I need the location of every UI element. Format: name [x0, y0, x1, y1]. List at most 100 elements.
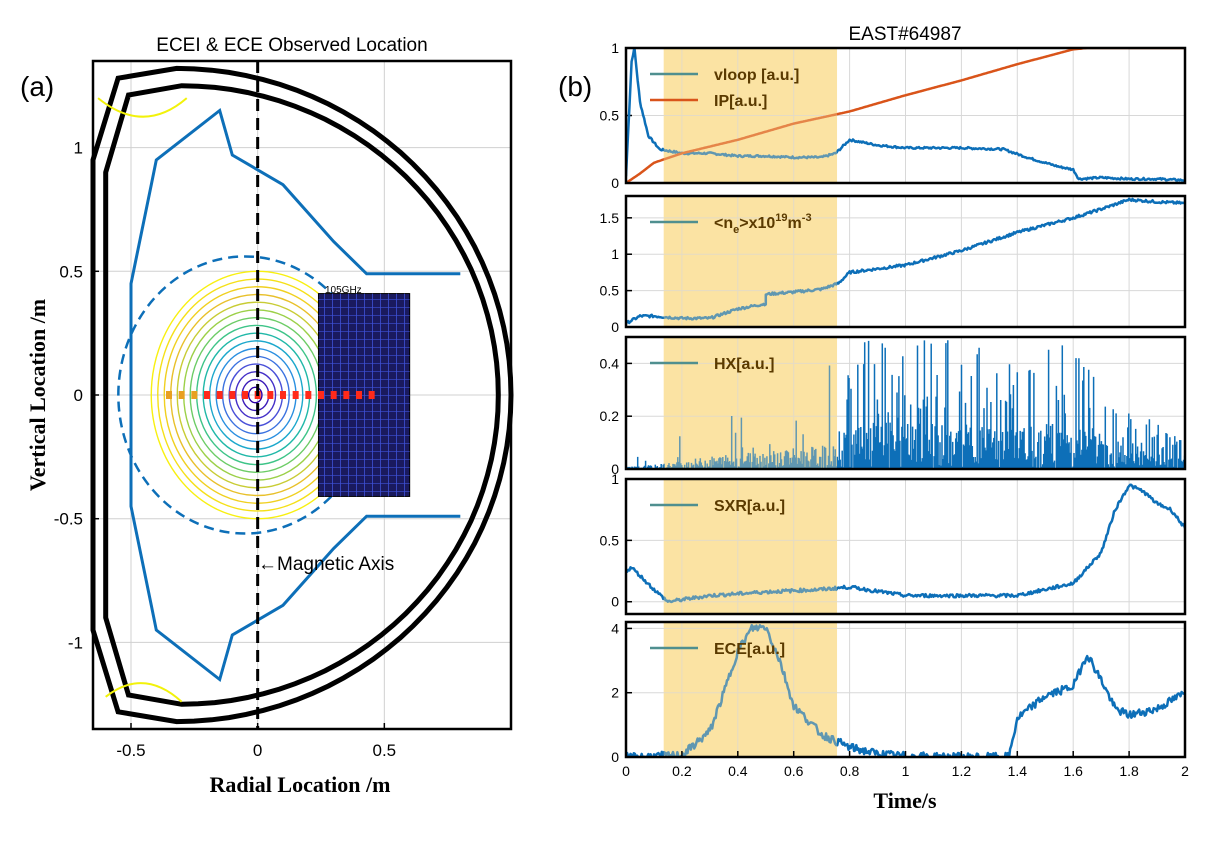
subplot-3: 0 0.2 0.4 HX[a.u.]	[600, 335, 1187, 477]
panel-a-xlabel: Radial Location /m	[210, 772, 391, 797]
x-tick-label: -0.5	[116, 741, 145, 760]
y-tick-label: 0.5	[600, 532, 620, 548]
y-tick-label: 0	[611, 319, 619, 335]
panel-a-content	[90, 61, 514, 729]
y-tick-label: 0	[611, 749, 619, 765]
y-tick-label: 0.4	[600, 355, 620, 371]
ece-channel-marker	[267, 391, 274, 399]
subplot-1: 0 0.5 1 vloop [a.u.] IP[a.u.]	[600, 40, 1187, 191]
magnetic-axis-annotation: ←Magnetic Axis	[258, 554, 394, 575]
ece-channel-marker	[343, 391, 350, 399]
legend-label: ECE[a.u.]	[714, 641, 785, 658]
shaded-overlay	[663, 48, 838, 183]
subplot-5: 0 2 4 ECE[a.u.]	[611, 620, 1187, 765]
ece-channel-marker	[280, 391, 286, 399]
y-tick-label: 1	[611, 471, 619, 487]
x-tick-label: 1.6	[1063, 763, 1083, 779]
subplot-4: 0 0.5 1 SXR[a.u.]	[600, 471, 1187, 616]
panel-a-label: (a)	[20, 71, 54, 102]
y-tick-label: 1.5	[600, 210, 620, 226]
y-tick-label: 0.2	[600, 408, 620, 424]
ece-channel-marker	[178, 391, 185, 399]
y-tick-label: 2	[611, 685, 619, 701]
x-tick-label: 0.6	[784, 763, 804, 779]
y-tick-label: -0.5	[54, 510, 83, 529]
panel-b-xlabel: Time/s	[873, 788, 937, 813]
y-tick-label: 1	[74, 139, 83, 158]
series-line	[626, 483, 1185, 604]
frequency-annotation: 105GHz	[325, 285, 362, 296]
x-tick-label: 1.8	[1119, 763, 1139, 779]
x-tick-label: 2	[1181, 763, 1189, 779]
x-tick-label: 1.2	[952, 763, 972, 779]
shaded-interval	[663, 622, 838, 757]
panel-a-ticks: -0.5 0 0.5 -1 -0.5 0 0.5 1	[54, 139, 396, 760]
y-tick-label: 0	[611, 461, 619, 477]
legend-label: SXR[a.u.]	[714, 498, 785, 515]
panel-b-title: EAST#64987	[848, 24, 961, 45]
series-line	[626, 623, 1185, 757]
rf-antenna-top	[97, 97, 188, 118]
x-tick-label: 0	[622, 763, 630, 779]
ece-channel-marker	[204, 391, 210, 399]
x-tick-label: 1	[902, 763, 910, 779]
series-line	[626, 48, 1185, 183]
x-tick-label: 0	[253, 741, 262, 760]
ece-channel-marker	[216, 391, 223, 399]
ece-channel-marker	[191, 391, 198, 399]
subplot-axes-box	[624, 335, 1187, 471]
shaded-overlay	[663, 196, 838, 327]
shaded-overlay	[663, 479, 838, 614]
rf-antenna-bottom	[105, 682, 183, 703]
y-tick-label: -1	[68, 633, 83, 652]
y-tick-label: 0	[74, 386, 83, 405]
subplot-axes-box	[624, 477, 1187, 616]
y-tick-label: 0.5	[600, 108, 620, 124]
ece-channel-marker	[356, 391, 362, 399]
subplot-axes-box	[624, 194, 1187, 329]
ece-channel-marker	[166, 391, 172, 399]
legend-label-part: >x10	[739, 215, 775, 232]
panel-b-xticks: 0 0.2 0.4 0.6 0.8 1 1.2 1.4 1.6 1.8 2	[622, 751, 1189, 779]
shaded-overlay	[663, 337, 838, 469]
inner-vessel-wall	[103, 83, 501, 707]
y-tick-label: 0.5	[600, 283, 620, 299]
legend-label: IP[a.u.]	[714, 93, 767, 110]
ece-channel-marker	[292, 391, 299, 399]
ece-channel-marker	[305, 391, 312, 399]
ece-channel-marker	[330, 391, 337, 399]
x-tick-label: 0.8	[840, 763, 860, 779]
panel-a-ylabel: Vertical Location /m	[25, 299, 50, 491]
y-tick-label: 1	[611, 246, 619, 262]
ece-channel-marker	[318, 391, 324, 399]
shaded-interval	[663, 337, 838, 469]
outer-vessel-wall	[90, 65, 514, 725]
ece-channel-marker	[242, 391, 248, 399]
legend-label: <ne>x1019m-3	[714, 212, 812, 236]
y-tick-label: 1	[611, 40, 619, 56]
panel-b-label: (b)	[558, 71, 592, 102]
legend-label-part: e	[733, 224, 739, 236]
y-tick-label: 0	[611, 175, 619, 191]
flux-surface-contour	[234, 371, 277, 419]
y-tick-label: 0	[611, 594, 619, 610]
x-tick-label: 0.5	[373, 741, 397, 760]
panel-b: (b) EAST#64987 0 0.5 1 vloop [a.u.] IP[a.u.]…	[558, 24, 1189, 813]
legend-label-part: m	[788, 215, 802, 232]
y-tick-label: 0.5	[59, 262, 83, 281]
ece-channel-marker	[368, 391, 375, 399]
series-line	[626, 48, 1185, 183]
flux-surface-contour	[247, 386, 263, 404]
y-tick-label: 4	[611, 620, 619, 636]
x-tick-label: 1.4	[1008, 763, 1028, 779]
x-tick-label: 0.2	[672, 763, 692, 779]
limiter-contour	[129, 107, 461, 683]
subplot-2: 0 0.5 1 1.5 <ne>x1019m-3	[600, 194, 1187, 335]
subplot-axes-box	[624, 46, 1187, 185]
panel-a-title: ECEI & ECE Observed Location	[156, 35, 427, 56]
shaded-overlay	[663, 622, 838, 757]
series-line	[626, 197, 1185, 325]
x-tick-label: 0.4	[728, 763, 748, 779]
ece-channel-marker	[229, 391, 236, 399]
